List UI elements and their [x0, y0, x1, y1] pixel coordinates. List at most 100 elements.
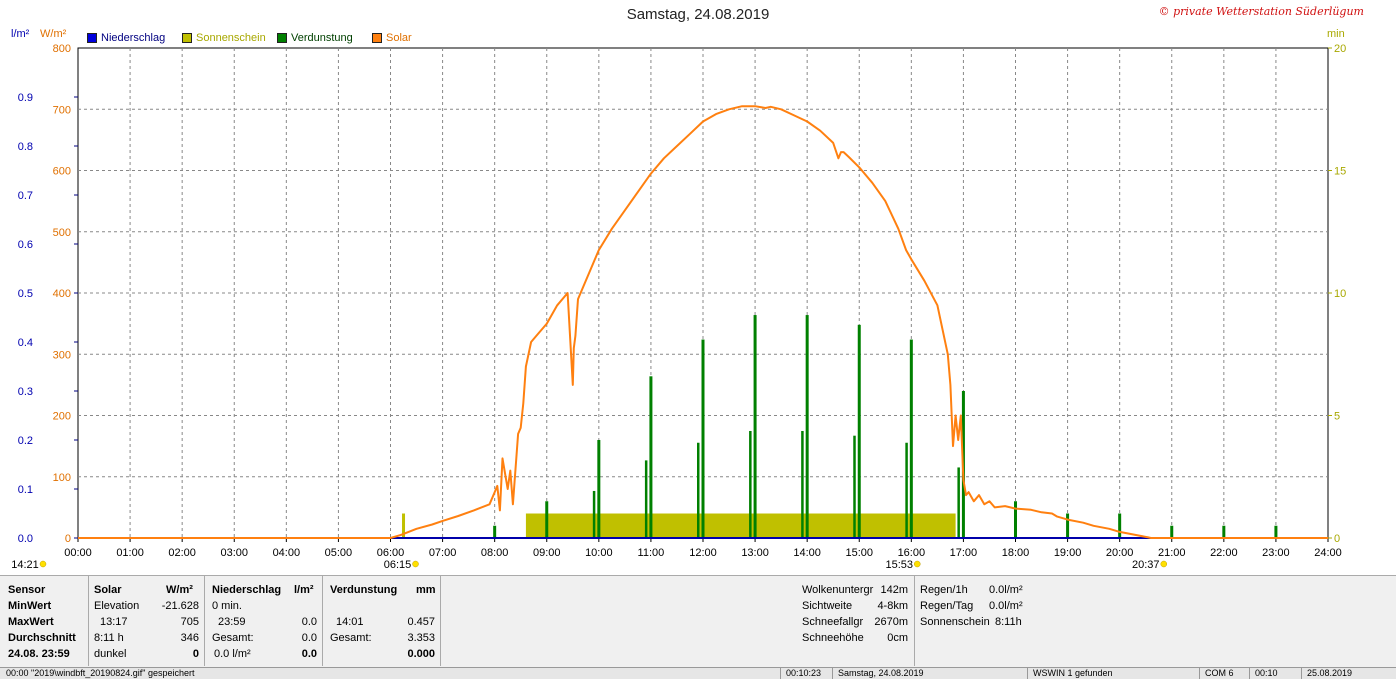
solar-current-label: dunkel — [94, 648, 127, 660]
y-tick-label-solar: 700 — [53, 104, 71, 116]
nieder-min-label: 0 min. — [212, 600, 242, 612]
left-axis-unit-solar: W/m² — [40, 28, 67, 40]
chart-title: Samstag, 24.08.2019 — [626, 6, 770, 23]
solar-min-label: Elevation — [94, 600, 140, 612]
x-tick-label: 04:00 — [273, 547, 301, 559]
x-tick-label: 19:00 — [1054, 547, 1082, 559]
nieder-total-value: 0.0 — [301, 632, 317, 644]
legend-swatch — [182, 33, 192, 43]
x-tick-label: 15:00 — [845, 547, 873, 559]
legend-item-niederschlag[interactable]: Niederschlag — [87, 31, 165, 45]
regen-tag-value: 0.0l/m² — [989, 600, 1023, 612]
status-message: 00:00 "2019\windbft_20190824.gif" gespei… — [6, 668, 195, 678]
x-tick-label: 06:00 — [377, 547, 405, 559]
x-tick-label: 08:00 — [481, 547, 509, 559]
verdunstung-bar — [597, 440, 601, 538]
y-tick-label-solar: 300 — [53, 349, 71, 361]
y-tick-label-solar: 100 — [53, 472, 71, 484]
y-tick-label-solar: 0 — [65, 533, 71, 545]
verdunstung-bar — [905, 442, 908, 538]
y-tick-label-solar: 200 — [53, 411, 71, 423]
verdunstung-bar — [649, 376, 653, 538]
row-label-date: 24.08. 23:59 — [8, 648, 70, 660]
row-label-avg: Durchschnitt — [8, 632, 76, 644]
y-tick-label-solar: 600 — [53, 166, 71, 178]
schneehoehe-label: Schneehöhe — [802, 632, 864, 644]
row-label-min: MinWert — [8, 600, 52, 612]
verdunstung-bar — [1014, 501, 1017, 538]
legend-label: Verdunstung — [291, 32, 353, 44]
header-sensor: Sensor — [8, 584, 46, 596]
nieder-max-value: 0.0 — [301, 616, 317, 628]
verdunstung-bar — [545, 501, 549, 538]
status-time: 00:10:23 — [786, 668, 822, 678]
schneehoehe-value: 0cm — [887, 632, 908, 644]
sonnenschein-value: 8:11h — [995, 616, 1022, 628]
x-tick-label: 02:00 — [168, 547, 196, 559]
solar-current-value: 0 — [192, 648, 199, 660]
legend-item-solar[interactable]: Solar — [372, 31, 412, 45]
legend-label: Solar — [386, 32, 412, 44]
sun-marker-icon — [1160, 560, 1168, 568]
verdunstung-bar — [701, 339, 705, 538]
verdunstung-bar — [805, 315, 809, 538]
verdunstung-bar — [909, 339, 913, 538]
legend-item-sonnenschein[interactable]: Sonnenschein — [182, 31, 266, 45]
x-tick-label: 16:00 — [898, 547, 926, 559]
sonnenschein-area — [525, 513, 956, 538]
status-wswin: WSWIN 1 gefunden — [1033, 668, 1113, 678]
x-tick-label: 07:00 — [429, 547, 457, 559]
solar-max-time: 13:17 — [100, 616, 128, 628]
verdunstung-bar — [1222, 525, 1226, 538]
solar-avg-value: 346 — [180, 632, 199, 644]
y-tick-label-rain: 0.0 — [18, 533, 33, 545]
regen-1h-value: 0.0l/m² — [989, 584, 1023, 596]
y-tick-label-rain: 0.8 — [18, 141, 33, 153]
y-tick-label-minutes: 5 — [1334, 411, 1340, 423]
verdunstung-bar — [753, 315, 757, 538]
header-verdunstung: Verdunstung — [330, 584, 398, 596]
legend-swatch — [87, 33, 97, 43]
y-tick-label-solar: 800 — [53, 43, 71, 55]
row-label-max: MaxWert — [8, 616, 54, 628]
y-tick-label-rain: 0.7 — [18, 190, 33, 202]
sun-marker-icon — [412, 560, 419, 568]
solar-max-value: 705 — [180, 616, 199, 628]
status-com-port: COM 6 — [1205, 668, 1234, 678]
legend-item-verdunstung[interactable]: Verdunstung — [277, 31, 353, 45]
regen-1h-label: Regen/1h — [920, 584, 968, 596]
verdunstung-bar — [493, 525, 497, 538]
sonnenschein-label: Sonnenschein — [920, 616, 990, 628]
y-tick-label-rain: 0.6 — [18, 239, 33, 251]
verdunstung-bar — [1274, 525, 1278, 538]
y-tick-label-minutes: 20 — [1334, 43, 1346, 55]
x-tick-label: 13:00 — [741, 547, 769, 559]
nieder-current-value: 0.0 — [301, 648, 317, 660]
y-tick-label-minutes: 10 — [1334, 288, 1346, 300]
schneefallgrenze-value: 2670m — [874, 616, 908, 628]
time-annotation: 20:37 — [1132, 559, 1160, 571]
verd-total-label: Gesamt: — [330, 632, 372, 644]
x-tick-label: 10:00 — [585, 547, 613, 559]
x-tick-label: 18:00 — [1002, 547, 1030, 559]
x-tick-label: 20:00 — [1106, 547, 1134, 559]
time-annotation: 06:15 — [384, 559, 412, 571]
y-tick-label-rain: 0.9 — [18, 92, 33, 104]
verd-max-value: 0.457 — [407, 616, 435, 628]
y-tick-label-rain: 0.5 — [18, 288, 33, 300]
x-tick-label: 03:00 — [220, 547, 248, 559]
nieder-max-time: 23:59 — [218, 616, 246, 628]
solar-min-value: -21.628 — [161, 600, 199, 612]
y-tick-label-solar: 400 — [53, 288, 71, 300]
status-date: Samstag, 24.08.2019 — [838, 668, 924, 678]
verdunstung-bar — [592, 490, 596, 538]
status-clock: 00:10 — [1255, 668, 1278, 678]
verd-total-value: 3.353 — [407, 632, 435, 644]
x-tick-label: 11:00 — [638, 547, 665, 559]
x-tick-label: 09:00 — [533, 547, 561, 559]
sichtweite-label: Sichtweite — [802, 600, 853, 612]
x-tick-label: 01:00 — [116, 547, 144, 559]
x-tick-label: 22:00 — [1210, 547, 1238, 559]
header-verdunstung-unit: mm — [416, 584, 436, 596]
verdunstung-bar — [644, 460, 648, 538]
